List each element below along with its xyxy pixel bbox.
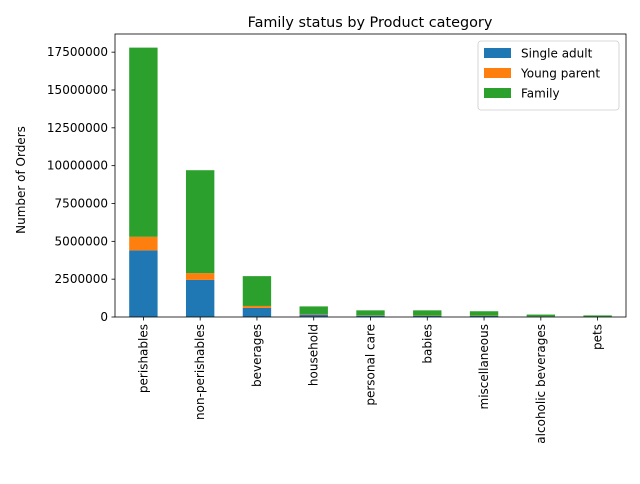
legend: Single adult Young parent Family bbox=[478, 41, 619, 110]
bar-pets-family bbox=[583, 315, 611, 316]
x-axis: perishables non-perishables beverages house… bbox=[136, 317, 604, 444]
x-tick-label: non-perishables bbox=[193, 324, 207, 420]
y-tick-label: 12500000 bbox=[47, 121, 108, 135]
chart-title: Family status by Product category bbox=[248, 15, 493, 31]
legend-swatch bbox=[484, 68, 511, 78]
x-tick-label: pets bbox=[591, 324, 605, 350]
bar-perishables-family bbox=[129, 48, 157, 237]
bar-babies-family bbox=[413, 310, 441, 315]
legend-label: Family bbox=[521, 87, 560, 101]
x-tick-label: babies bbox=[420, 324, 434, 364]
bar-miscellaneous-family bbox=[470, 311, 498, 315]
y-axis: 0 2500000 5000000 7500000 10000000 12500000 15… bbox=[47, 45, 115, 324]
y-tick-label: 0 bbox=[100, 310, 108, 324]
y-tick-label: 7500000 bbox=[55, 196, 108, 210]
bar-household-family bbox=[300, 306, 328, 314]
bar-non-perishables-single-adult bbox=[186, 280, 214, 317]
bar-non-perishables-family bbox=[186, 170, 214, 273]
bar-beverages-family bbox=[243, 276, 271, 306]
x-tick-label: beverages bbox=[250, 324, 264, 387]
x-tick-label: alcoholic beverages bbox=[534, 324, 548, 444]
legend-swatch bbox=[484, 88, 511, 98]
y-tick-label: 15000000 bbox=[47, 83, 108, 97]
bar-beverages-young-parent bbox=[243, 306, 271, 308]
y-tick-label: 5000000 bbox=[55, 234, 108, 248]
bar-alcoholic-beverages-family bbox=[527, 315, 555, 317]
bar-household-young-parent bbox=[300, 314, 328, 315]
x-tick-label: household bbox=[307, 324, 321, 386]
y-tick-label: 2500000 bbox=[55, 272, 108, 286]
bar-perishables-young-parent bbox=[129, 237, 157, 251]
bar-non-perishables-young-parent bbox=[186, 273, 214, 280]
y-tick-label: 17500000 bbox=[47, 45, 108, 59]
y-tick-label: 10000000 bbox=[47, 159, 108, 173]
x-tick-label: personal care bbox=[364, 324, 378, 406]
legend-label: Young parent bbox=[520, 67, 600, 81]
bar-personal-care-family bbox=[356, 310, 384, 315]
legend-label: Single adult bbox=[521, 47, 593, 61]
bar-beverages-single-adult bbox=[243, 308, 271, 317]
y-axis-label: Number of Orders bbox=[14, 126, 28, 234]
x-tick-label: miscellaneous bbox=[477, 324, 491, 409]
legend-swatch bbox=[484, 48, 511, 58]
bar-perishables-single-adult bbox=[129, 250, 157, 317]
x-tick-label: perishables bbox=[136, 324, 150, 393]
